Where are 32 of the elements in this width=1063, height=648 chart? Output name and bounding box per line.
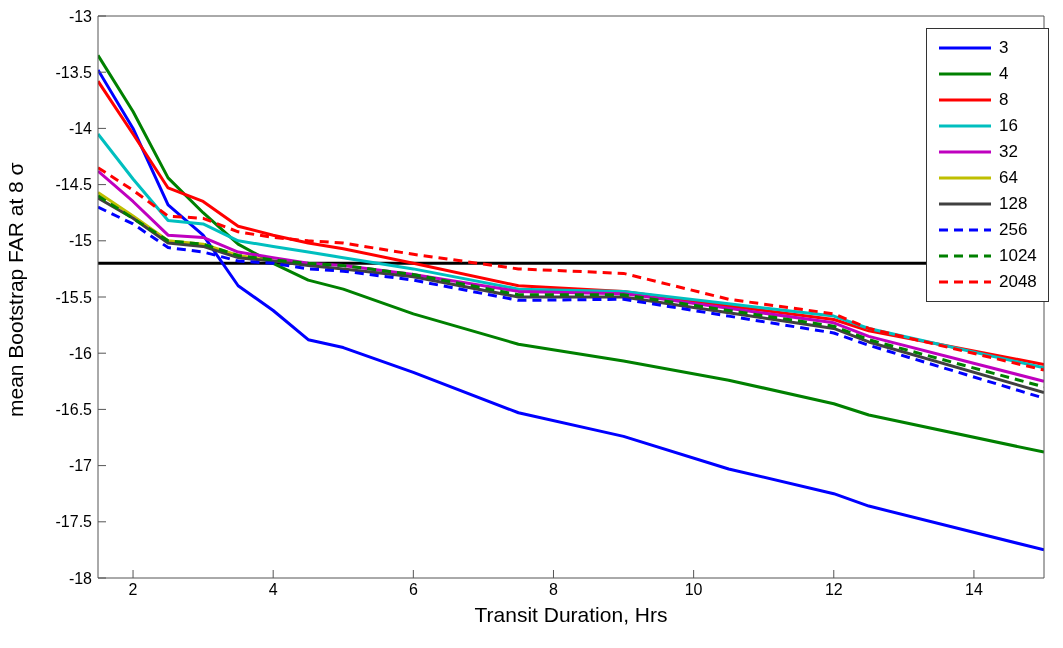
legend-label: 64	[999, 168, 1018, 188]
x-tick-label: 10	[684, 581, 703, 599]
x-axis-title: Transit Duration, Hrs	[474, 603, 668, 626]
x-tick-label: 4	[268, 581, 278, 599]
line-series	[98, 68, 1044, 552]
x-tick-label: 14	[965, 581, 983, 599]
legend-label: 2048	[999, 272, 1037, 292]
legend-label: 32	[999, 142, 1018, 162]
y-tick-label: -15.5	[55, 288, 93, 306]
y-tick-label: -15	[68, 232, 93, 250]
legend-label: 16	[999, 116, 1018, 136]
y-tick-label: -18	[68, 569, 93, 587]
line-series	[98, 53, 1044, 454]
x-tick-label: 2	[128, 581, 138, 599]
x-tick-label: 6	[408, 581, 418, 599]
y-tick-label: -16	[68, 344, 93, 362]
y-axis-title: mean Bootstrap FAR at 8 σ	[4, 162, 28, 417]
legend-label: 1024	[999, 246, 1037, 266]
y-tick-label: -14.5	[55, 176, 93, 194]
y-tick-label: -13	[68, 7, 93, 25]
x-tick-label: 12	[824, 581, 843, 599]
legend-label: 8	[999, 90, 1009, 110]
y-tick-label: -17	[68, 457, 93, 475]
y-tick-label: -13.5	[55, 63, 93, 81]
legend-label: 3	[999, 38, 1009, 58]
legend-label: 128	[999, 194, 1028, 214]
legend-label: 256	[999, 220, 1028, 240]
x-tick-label: 8	[549, 581, 559, 599]
y-tick-label: -16.5	[55, 401, 93, 419]
legend-label: 4	[999, 64, 1009, 84]
y-tick-label: -14	[68, 120, 93, 138]
y-tick-label: -17.5	[55, 513, 93, 531]
